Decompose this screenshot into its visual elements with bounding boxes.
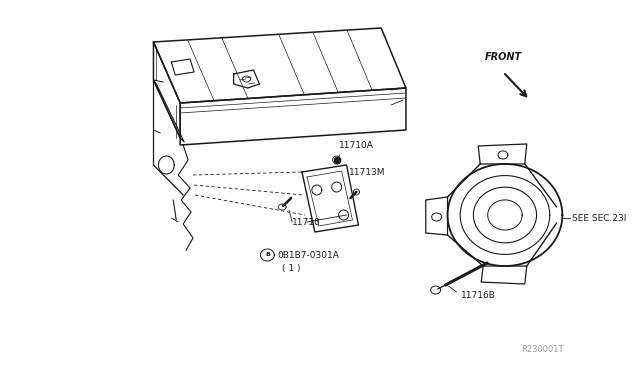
Text: 11710A: 11710A xyxy=(339,141,374,150)
Text: 11710: 11710 xyxy=(292,218,321,227)
Text: FRONT: FRONT xyxy=(485,52,522,62)
Text: 11713M: 11713M xyxy=(349,168,385,177)
Text: SEE SEC.23I: SEE SEC.23I xyxy=(572,214,627,222)
Text: ( 1 ): ( 1 ) xyxy=(282,263,301,273)
Text: 11716B: 11716B xyxy=(461,291,496,299)
Text: B: B xyxy=(265,253,270,257)
Text: 0B1B7-0301A: 0B1B7-0301A xyxy=(277,250,339,260)
Text: R230001T: R230001T xyxy=(522,345,564,354)
